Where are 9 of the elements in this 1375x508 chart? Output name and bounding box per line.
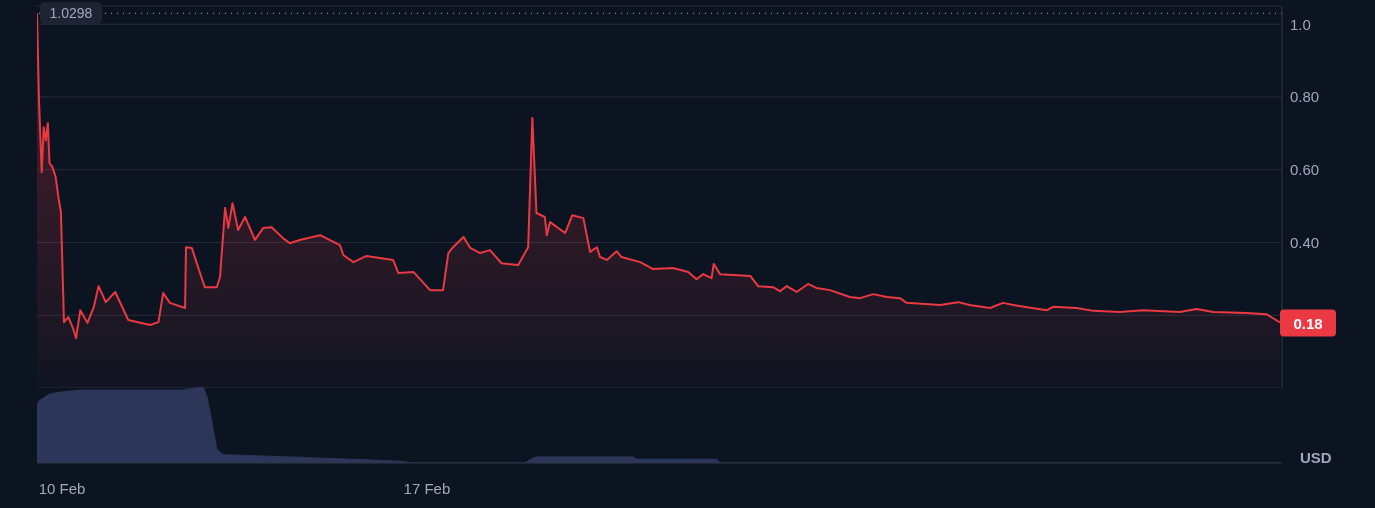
y-tick-label: 0.40	[1290, 233, 1320, 251]
annotation: 0.18	[1293, 314, 1323, 332]
y-tick-label: 0.60	[1290, 161, 1320, 179]
y-tick-label: 1.0	[1290, 15, 1311, 33]
y-axis-title: USD	[1300, 449, 1332, 466]
y-tick-label: 0.80	[1290, 88, 1320, 106]
ref-line-label: 1.0298	[49, 5, 93, 22]
x-tick-label: 10 Feb	[38, 479, 86, 497]
x-tick-label: 17 Feb	[403, 479, 451, 497]
